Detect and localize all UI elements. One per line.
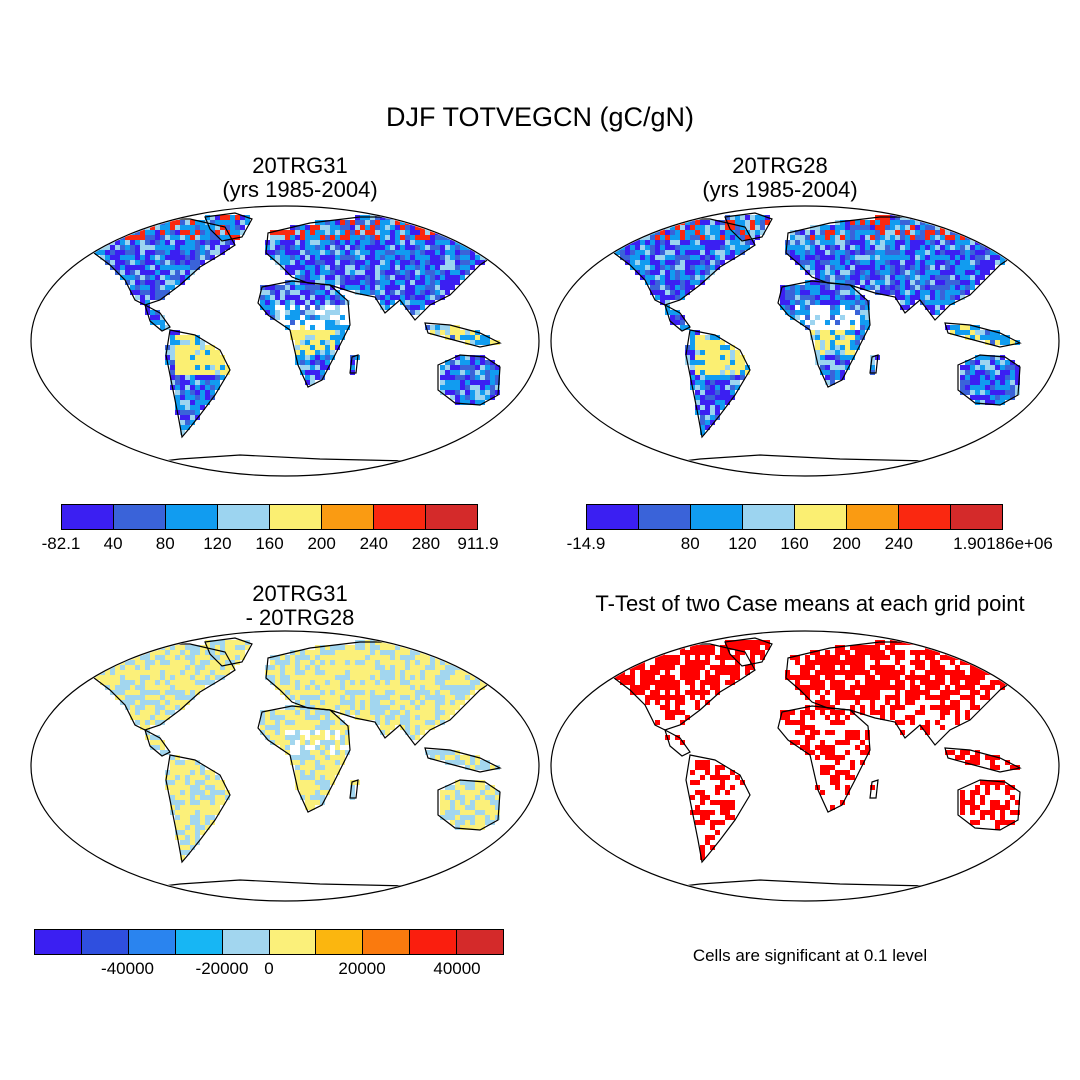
tick-label: 200 (307, 534, 336, 553)
colorbar-swatch (794, 504, 847, 530)
colorbar-swatch (127, 929, 176, 955)
figure-title: DJF TOTVEGCN (gC/gN) (385, 102, 695, 132)
panel-title-top-left: 20TRG31 (yrs 1985-2004) (150, 154, 450, 202)
colorbar-swatch (362, 929, 411, 955)
colorbar-swatch (61, 504, 114, 530)
tick-label: 1.90186e+06 (953, 534, 1053, 553)
world-map-bottom-right (550, 630, 1060, 902)
colorbar-ticks-top-right: -14.9 80 120 160 200 240 1.90186e+06 (567, 534, 1053, 556)
tick-label: 40000 (433, 959, 481, 978)
tick-label: 160 (255, 534, 284, 553)
colorbar-swatch (315, 929, 364, 955)
tick-label: 40 (103, 534, 123, 553)
tick-label: 200 (832, 534, 861, 553)
colorbar-swatch (425, 504, 478, 530)
colorbar-swatch (80, 929, 129, 955)
tick-label: 280 (411, 534, 441, 553)
colorbar-swatch (586, 504, 639, 530)
panel-title-line1: 20TRG31 (252, 153, 348, 178)
colorbar-swatch (174, 929, 223, 955)
tick-label: 20000 (338, 959, 386, 978)
colorbar-swatch (268, 929, 317, 955)
tick-label: 911.9 (457, 534, 499, 553)
tick-label: 160 (780, 534, 809, 553)
tick-label: 0 (264, 959, 274, 978)
panel-title-bottom-left: 20TRG31 - 20TRG28 (150, 582, 450, 630)
significance-note: Cells are significant at 0.1 level (692, 946, 928, 965)
tick-label: 240 (884, 534, 913, 553)
panel-title-line2: (yrs 1985-2004) (222, 177, 378, 202)
colorbar-ticks-bottom-left: -40000 -20000 0 20000 40000 (34, 959, 504, 981)
panel-title-line2: - 20TRG28 (245, 605, 355, 630)
panel-title-line2: (yrs 1985-2004) (702, 177, 858, 202)
colorbar-swatch (409, 929, 458, 955)
tick-label: 240 (359, 534, 388, 553)
colorbar-swatch (165, 504, 218, 530)
colorbar-swatch (690, 504, 743, 530)
map-boundary (30, 630, 540, 902)
panel-title-top-right: 20TRG28 (yrs 1985-2004) (630, 154, 930, 202)
panel-title-bottom-right: T-Test of two Case means at each grid po… (595, 591, 1025, 616)
colorbar-swatch (34, 929, 82, 955)
tick-label: -20000 (195, 959, 249, 978)
colorbar-swatch (456, 929, 505, 955)
tick-label: 120 (728, 534, 757, 553)
map-boundary (30, 205, 540, 477)
tick-label: -82.1 (41, 534, 81, 553)
colorbar-top-left (61, 504, 478, 530)
tick-label: 80 (680, 534, 700, 553)
colorbar-bottom-left (34, 929, 505, 955)
tick-label: -40000 (101, 959, 154, 978)
world-map-top-right (550, 205, 1060, 477)
colorbar-swatch (898, 504, 951, 530)
colorbar-swatch (950, 504, 1003, 530)
panel-title-line1: 20TRG31 (252, 581, 348, 606)
tick-label: 120 (203, 534, 232, 553)
colorbar-swatch (846, 504, 899, 530)
colorbar-ticks-top-left: -82.1 40 80 120 160 200 240 280 911.9 (42, 534, 499, 556)
colorbar-swatch (742, 504, 795, 530)
colorbar-swatch (321, 504, 374, 530)
colorbar-top-right (586, 504, 1003, 530)
colorbar-swatch (638, 504, 691, 530)
map-boundary (550, 205, 1060, 477)
tick-label: 80 (155, 534, 175, 553)
panel-title-line1: 20TRG28 (732, 153, 828, 178)
tick-label: -14.9 (566, 534, 606, 553)
world-map-bottom-left (30, 630, 540, 902)
colorbar-swatch (373, 504, 426, 530)
world-map-top-left (30, 205, 540, 477)
colorbar-swatch (217, 504, 270, 530)
colorbar-swatch (269, 504, 322, 530)
colorbar-swatch (221, 929, 270, 955)
colorbar-swatch (113, 504, 166, 530)
map-boundary (550, 630, 1060, 902)
